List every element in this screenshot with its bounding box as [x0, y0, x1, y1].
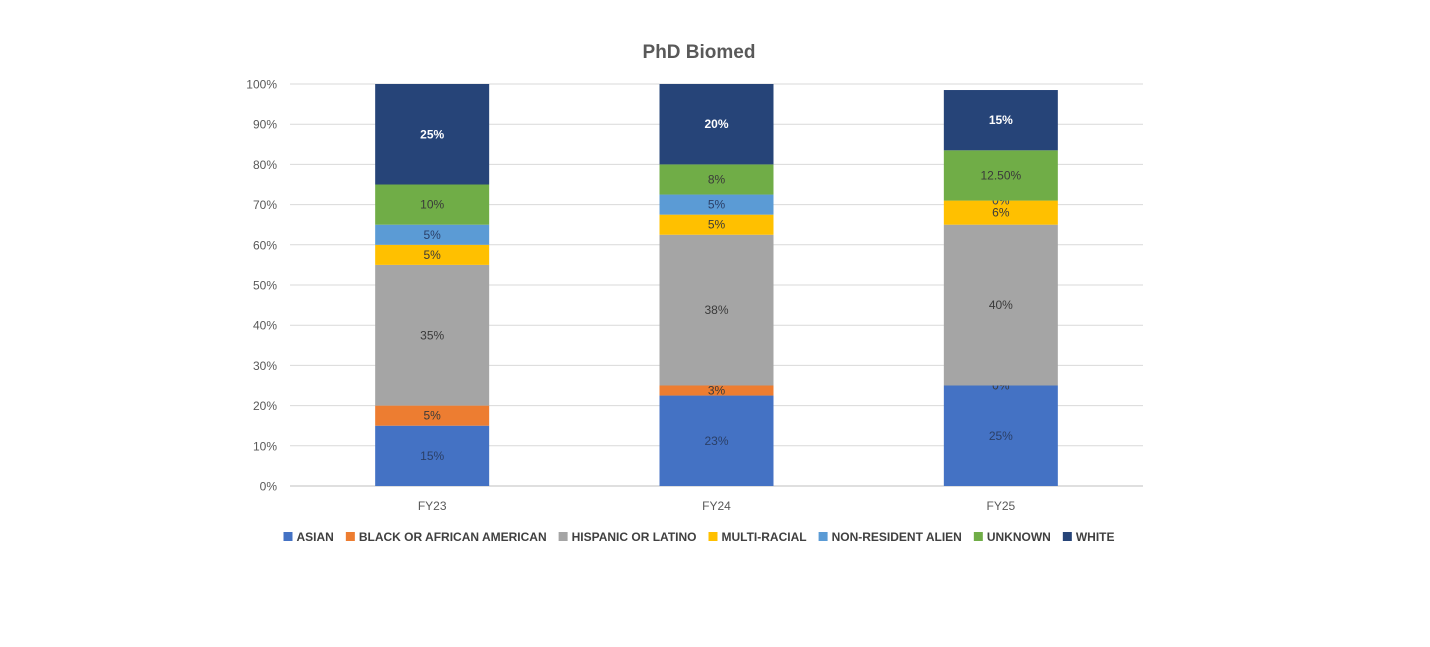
- bar-segment-white: [375, 84, 490, 185]
- data-label: 25%: [420, 127, 444, 141]
- bar-segment-hispanic-or-latino: [943, 224, 1058, 386]
- bar-segment-asian: [375, 425, 490, 486]
- x-tick-label: FY25: [986, 499, 1015, 513]
- legend-label: WHITE: [1076, 530, 1115, 544]
- chart-title: PhD Biomed: [643, 42, 756, 63]
- bar-segment-hispanic-or-latino: [659, 234, 774, 386]
- bar-segment-multi-racial: [943, 200, 1058, 225]
- legend-swatch: [973, 532, 983, 541]
- data-label: 3%: [708, 384, 726, 398]
- bar-segment-non-resident-alien: [375, 224, 490, 245]
- bar-segment-asian: [659, 395, 774, 486]
- legend-swatch: [708, 532, 718, 541]
- data-label: 12.50%: [980, 168, 1021, 182]
- bar-segment-non-resident-alien: [659, 194, 774, 215]
- legend-label: BLACK OR AFRICAN AMERICAN: [359, 530, 547, 544]
- data-label: 6%: [992, 206, 1010, 220]
- bar-segment-asian: [943, 385, 1058, 486]
- y-tick-label: 80%: [253, 158, 277, 172]
- legend: ASIAN BLACK OR AFRICAN AMERICAN HISPANIC O…: [283, 530, 1115, 544]
- bar-segment-white: [659, 84, 774, 165]
- legend-label: ASIAN: [297, 530, 334, 544]
- y-tick-label: 10%: [253, 439, 277, 453]
- y-tick-label: 30%: [253, 359, 277, 373]
- legend-label: NON-RESIDENT ALIEN: [832, 530, 962, 544]
- y-tick-label: 90%: [253, 118, 277, 132]
- legend-swatch: [818, 532, 828, 541]
- bar-segment-black-or-african-american: [659, 385, 774, 396]
- data-label: 38%: [704, 303, 728, 317]
- y-axis: 0% 10% 20% 30% 40% 50% 60% 70% 80% 90% 100%: [246, 78, 277, 494]
- data-label: 8%: [708, 172, 726, 186]
- bar-segment-multi-racial: [659, 214, 774, 235]
- legend-swatch: [345, 532, 355, 541]
- y-tick-label: 60%: [253, 238, 277, 252]
- legend-label: UNKNOWN: [987, 530, 1051, 544]
- bars: 15%5%35%5%5%10%25%23%3%38%5%5%8%20%25%0%…: [375, 84, 1058, 486]
- y-tick-label: 20%: [253, 399, 277, 413]
- x-tick-label: FY24: [702, 499, 731, 513]
- data-label: 5%: [423, 228, 441, 242]
- bar-segment-white: [943, 90, 1058, 151]
- data-label: 15%: [420, 449, 444, 463]
- bar-segment-black-or-african-american: [375, 405, 490, 426]
- bar-segment-unknown: [943, 150, 1058, 201]
- y-tick-label: 70%: [253, 198, 277, 212]
- x-tick-label: FY23: [418, 499, 447, 513]
- x-axis: FY23 FY24 FY25: [418, 499, 1016, 513]
- data-label: 15%: [989, 113, 1013, 127]
- bar-segment-hispanic-or-latino: [375, 264, 490, 406]
- data-label: 5%: [708, 218, 726, 232]
- data-label: 23%: [704, 434, 728, 448]
- data-label: 20%: [704, 117, 728, 131]
- y-tick-label: 50%: [253, 279, 277, 293]
- data-label: 5%: [423, 409, 441, 423]
- y-tick-label: 40%: [253, 319, 277, 333]
- data-label: 35%: [420, 328, 444, 342]
- data-label: 40%: [989, 298, 1013, 312]
- legend-swatch: [1062, 532, 1072, 541]
- bar-segment-unknown: [375, 184, 490, 225]
- legend-label: HISPANIC OR LATINO: [572, 530, 697, 544]
- legend-swatch: [558, 532, 568, 541]
- data-label: 5%: [708, 198, 726, 212]
- legend-swatch: [283, 532, 293, 541]
- data-label: 25%: [989, 429, 1013, 443]
- y-tick-label: 0%: [260, 480, 278, 494]
- y-tick-label: 100%: [246, 78, 277, 92]
- data-label: 5%: [423, 248, 441, 262]
- data-label: 10%: [420, 198, 444, 212]
- bar-segment-multi-racial: [375, 244, 490, 265]
- bar-segment-unknown: [659, 164, 774, 195]
- legend-label: MULTI-RACIAL: [722, 530, 807, 544]
